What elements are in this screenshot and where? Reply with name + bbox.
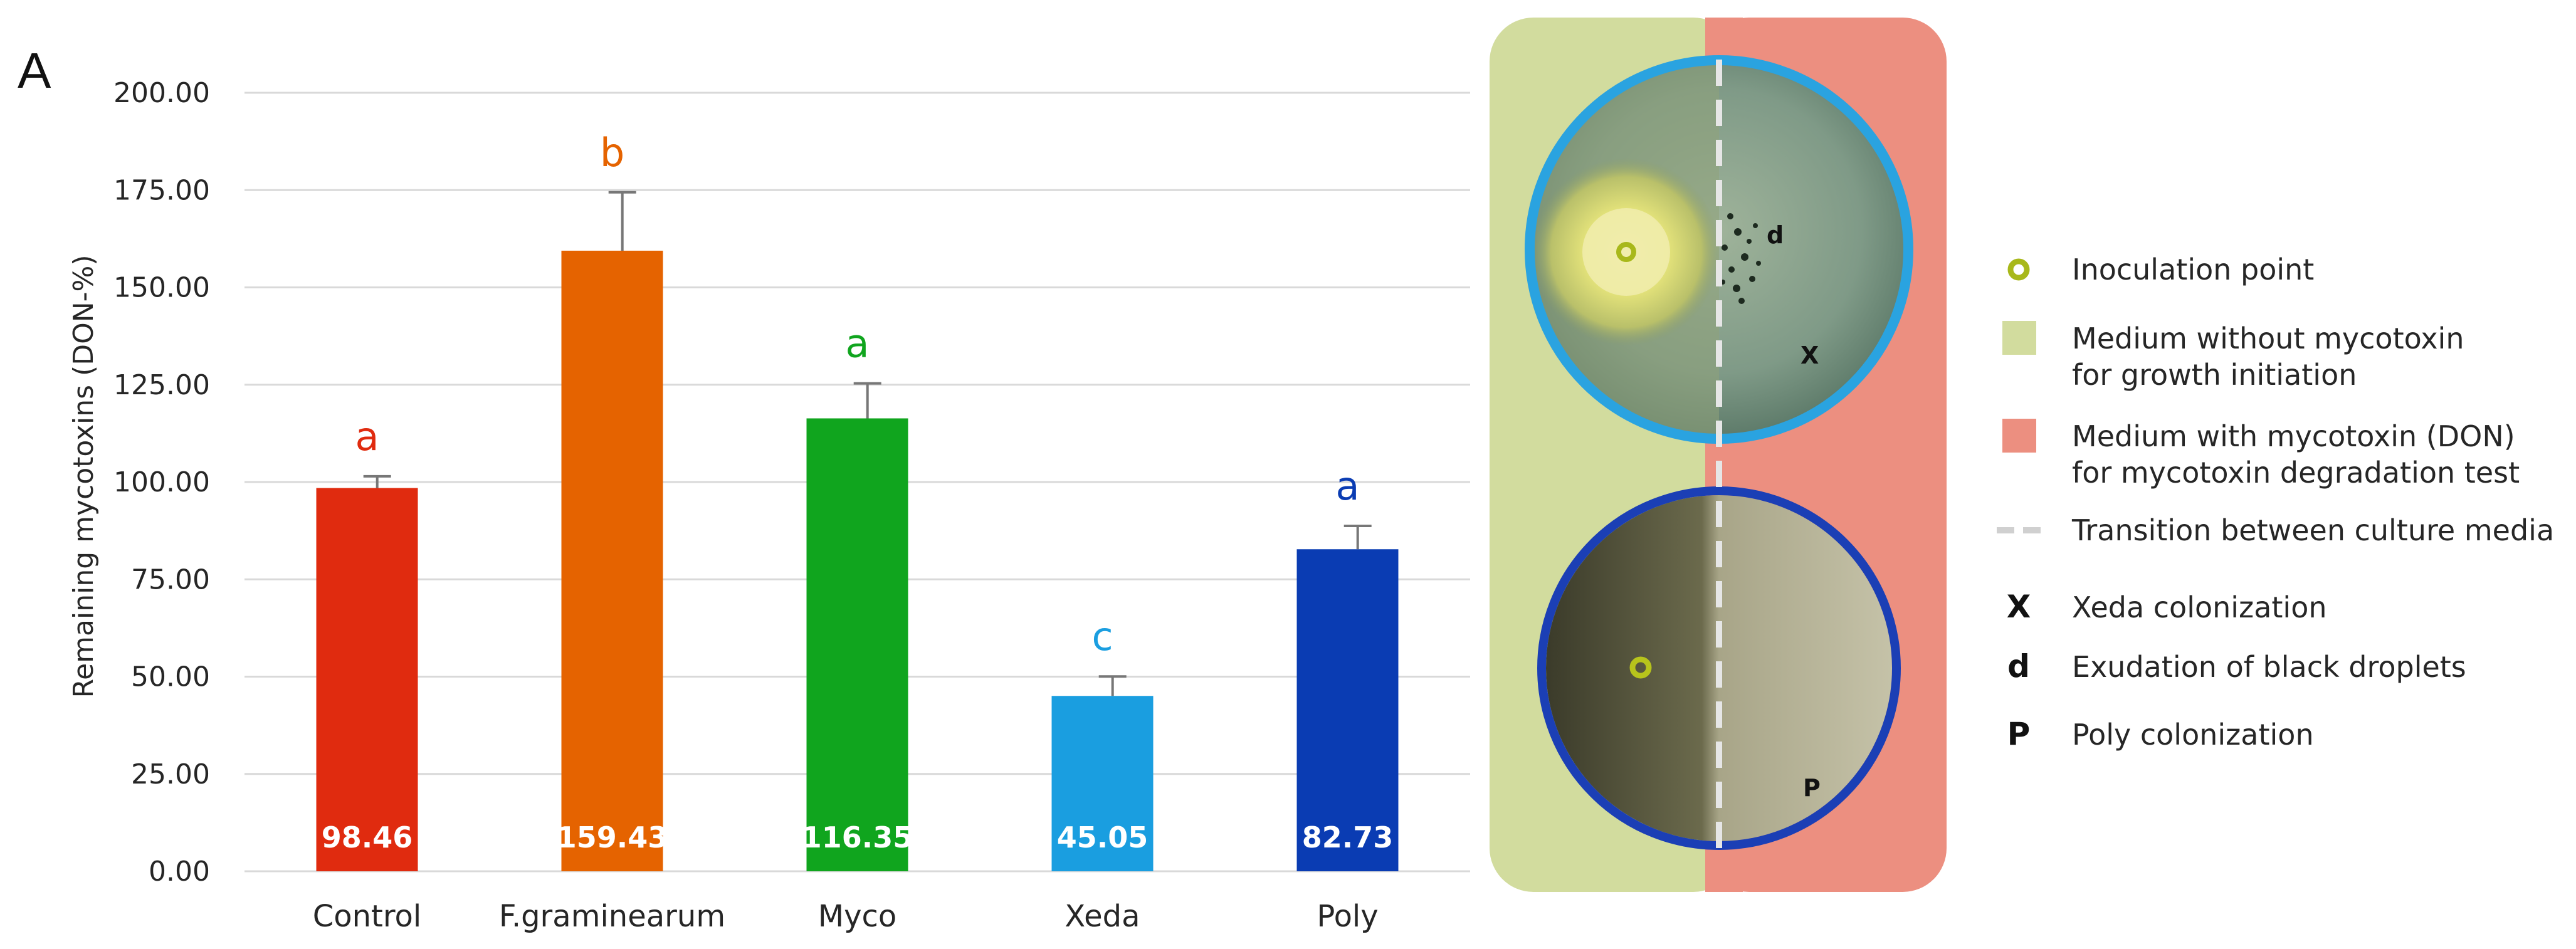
y-axis-label: Remaining mycotoxins (DON-%): [68, 255, 100, 698]
legend-item: Inoculation point: [2007, 253, 2314, 286]
x-axis-categories: Control F.graminearum Myco Xeda Poly: [313, 899, 1379, 934]
significance-letter: c: [1091, 614, 1113, 659]
significance-letter: b: [600, 130, 624, 176]
legend-text: Poly colonization: [2072, 718, 2314, 752]
red-square-icon: [2002, 419, 2036, 453]
value-label: 116.35: [802, 821, 913, 854]
legend: Inoculation point Medium without mycotoxi…: [1997, 253, 2554, 752]
xeda-mark: X: [1801, 342, 1819, 369]
significance-letter: a: [1336, 463, 1360, 509]
top-inoculation-point-icon: [1616, 242, 1636, 262]
legend-text: Medium with mycotoxin (DON): [2072, 419, 2515, 453]
black-droplets: [1720, 213, 1761, 304]
legend-text: Xeda colonization: [2072, 590, 2327, 624]
value-label: 159.43: [557, 821, 668, 854]
bars: a 98.46 b 159.43 a 116.35 c 45.05 a 82.73: [316, 130, 1399, 871]
bottom-inoculation-point-icon: [1629, 656, 1652, 679]
y-axis-ticks: 0.00 25.00 50.00 75.00 100.00 125.00 150.00 175…: [113, 77, 210, 888]
significance-letter: a: [355, 414, 379, 459]
y-tick-label: 50.00: [131, 661, 210, 693]
x-category-label: Poly: [1317, 899, 1378, 934]
legend-text: Inoculation point: [2072, 253, 2314, 286]
legend-text: Medium without mycotoxin: [2072, 322, 2464, 355]
top-plate: d X: [1525, 55, 1913, 444]
green-square-icon: [2002, 321, 2036, 355]
legend-item: Medium with mycotoxin (DON)for mycotoxin…: [2002, 419, 2520, 490]
significance-letter: a: [846, 321, 870, 367]
value-label: 45.05: [1057, 821, 1149, 854]
poly-mark: P: [1803, 774, 1821, 802]
y-tick-label: 200.00: [113, 77, 210, 109]
inoculation-point-icon: [2007, 258, 2030, 281]
y-tick-label: 75.00: [131, 564, 210, 595]
legend-text: Exudation of black droplets: [2072, 650, 2466, 684]
legend-item: d Exudation of black droplets: [2007, 648, 2466, 684]
legend-symbol: d: [2007, 648, 2030, 684]
bar-poly: [1296, 549, 1399, 871]
y-tick-label: 25.00: [131, 758, 210, 790]
x-category-label: Xeda: [1065, 899, 1140, 934]
y-tick-label: 150.00: [113, 272, 210, 304]
y-tick-label: 0.00: [149, 856, 210, 888]
bar-xeda: [1051, 696, 1154, 871]
legend-symbol: P: [2007, 716, 2031, 752]
x-category-label: Myco: [818, 899, 897, 934]
bar-control: [316, 488, 418, 871]
x-category-label: Control: [313, 899, 422, 934]
y-tick-label: 175.00: [113, 174, 210, 206]
legend-item: P Poly colonization: [2007, 716, 2314, 752]
legend-text: for growth initiation: [2072, 358, 2357, 392]
value-label: 98.46: [322, 821, 413, 854]
panel-a-label: A: [18, 43, 51, 98]
x-category-label: F.graminearum: [499, 899, 725, 934]
legend-symbol: X: [2007, 589, 2031, 625]
bar-fgraminearum: [561, 250, 663, 871]
legend-text: for mycotoxin degradation test: [2072, 456, 2520, 490]
value-label: 82.73: [1302, 821, 1394, 854]
bar-myco: [806, 418, 908, 871]
legend-text: Transition between culture media: [2071, 513, 2554, 547]
y-tick-label: 125.00: [113, 369, 210, 401]
legend-item: Transition between culture media: [1997, 513, 2554, 547]
droplet-mark: d: [1767, 221, 1784, 249]
legend-item: X Xeda colonization: [2007, 589, 2327, 625]
y-tick-label: 100.00: [113, 466, 210, 498]
